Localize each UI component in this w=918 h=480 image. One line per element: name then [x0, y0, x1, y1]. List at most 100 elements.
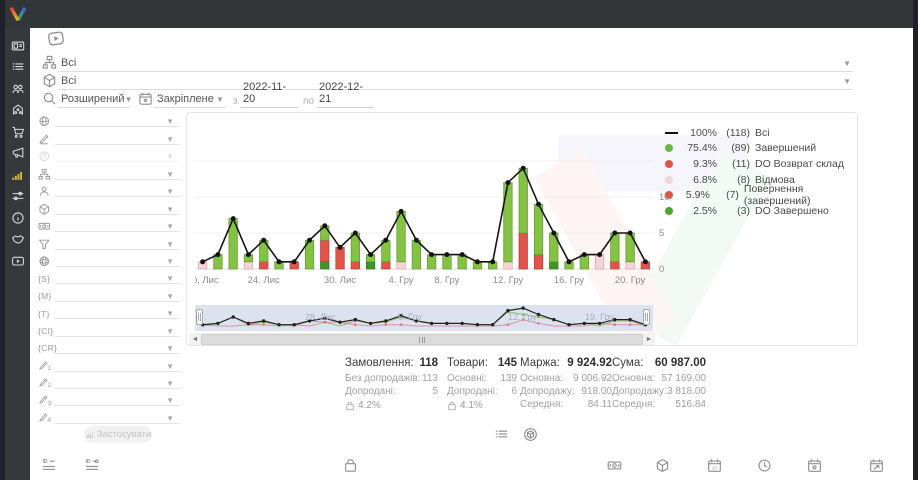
stat-column: Сума: 60 987.00 Основна: 57 169.00 Допродажу…: [612, 357, 706, 412]
bar-segment-red: [335, 247, 345, 270]
column-header-date-created[interactable]: 17: [707, 458, 723, 474]
column-header-bag[interactable]: [343, 458, 359, 474]
x-tick-label: 20. Гру: [615, 275, 646, 286]
utm-medium-icon: {M}: [38, 291, 52, 302]
total-point: [398, 208, 404, 214]
utm-term-select[interactable]: ▼: [55, 309, 180, 320]
bag-icon: [346, 401, 354, 410]
legend-item[interactable]: 100% (118) Всі: [665, 125, 855, 141]
sidebar-item-settings[interactable]: [7, 186, 29, 208]
legend-item[interactable]: 5.9% (7) Повернення (завершений): [665, 183, 855, 207]
custom-field-2-select[interactable]: ▼: [55, 379, 180, 389]
column-header-external-id[interactable]: ID: [85, 458, 101, 474]
clock-icon: [758, 459, 771, 472]
scroll-right-arrow[interactable]: ►: [645, 336, 653, 343]
navigator-date-label: 5. Гру: [398, 312, 422, 322]
filter-row-website: ▼: [38, 253, 180, 270]
stat-sub-value: 6: [511, 386, 517, 397]
date-to-input[interactable]: 2022-12-21: [317, 81, 374, 108]
status-filter-select[interactable]: Всі ▼: [58, 56, 853, 72]
window-scrollbar-edge[interactable]: [913, 0, 918, 480]
scrollbar-thumb[interactable]: [201, 334, 643, 345]
legend-item[interactable]: 75.4% (89) Завершений: [665, 141, 855, 157]
pencil-icon: [39, 413, 48, 422]
column-header-payment[interactable]: [607, 458, 623, 474]
status-filter-value: Всі: [61, 57, 77, 69]
sidebar-item-dashboard[interactable]: [7, 35, 29, 57]
chevron-down-icon: ▼: [166, 256, 174, 266]
utm-campaign-id-icon: {CI}: [38, 325, 54, 336]
custom-field-3-select[interactable]: ▼: [55, 396, 180, 407]
chart-range-navigator[interactable]: 28. Лис 5. Гру 12. Гру 19. Гру: [195, 305, 653, 331]
column-header-date-export[interactable]: [869, 458, 885, 474]
legend-item[interactable]: 2.5% (3) DO Завершено: [665, 203, 855, 219]
column-header-order-id[interactable]: ID: [42, 458, 58, 474]
total-point: [322, 223, 328, 229]
payment-select[interactable]: ▼: [55, 222, 180, 233]
custom-field-4-select[interactable]: ▼: [55, 414, 180, 424]
list-view-toggle[interactable]: [494, 427, 510, 443]
help-select[interactable]: ▼: [55, 152, 180, 163]
utm-campaign-id-select[interactable]: ▼: [55, 327, 180, 337]
product-view-toggle[interactable]: [523, 427, 539, 443]
utm-source-select[interactable]: ▼: [55, 274, 180, 285]
demo-video-button[interactable]: [45, 29, 67, 49]
x-tick-label: 12. Гру: [493, 275, 524, 286]
stat-sub-label: Середня:: [612, 399, 656, 410]
orders-stacked-bar-chart[interactable]: 20. Лис 24. Лис 30. Лис 4. Гру 8. Гру 12. Гру…: [195, 119, 653, 291]
sidebar-item-statistics[interactable]: [7, 164, 29, 186]
region-select[interactable]: ▼: [55, 117, 180, 128]
sidebar-item-company[interactable]: [7, 100, 29, 122]
chevron-down-icon: ▼: [166, 379, 174, 388]
chevron-down-icon: ▼: [166, 291, 174, 301]
total-point: [520, 165, 526, 171]
filter-row-structure: ▼: [38, 165, 180, 182]
product-filter-select[interactable]: Всі ▼: [58, 74, 853, 90]
date-from-input[interactable]: 2022-11-20: [241, 81, 298, 108]
chevron-down-icon: ▼: [166, 239, 174, 249]
manager-select[interactable]: ▼: [55, 187, 180, 198]
utm-creative-select[interactable]: ▼: [55, 344, 180, 355]
filter-row-custom-field-2: 2 ▼: [38, 375, 180, 392]
cart-icon: [12, 126, 24, 138]
stat-title: Товари:: [447, 357, 488, 369]
list-icon: [495, 430, 508, 438]
apply-filters-button[interactable]: Застосувати: [84, 426, 152, 443]
filter-panel: ▼ ▼ ▼ ▼ ▼ ▼ ▼ ▼ ▼ {S} ▼ {M} ▼ {T} ▼ {CI} ▼ {CR} ▼ 1 ▼ 2 ▼ 3 ▼ 4 ▼: [38, 113, 180, 427]
signature-select[interactable]: ▼: [55, 135, 180, 145]
total-point: [505, 180, 511, 186]
app-logo[interactable]: [7, 3, 29, 25]
sidebar-item-partners[interactable]: [7, 229, 29, 251]
search-mode-select[interactable]: Розширений ▼: [58, 92, 132, 108]
range-handle-right[interactable]: [643, 309, 650, 325]
legend-item[interactable]: 6.8% (8) Відмова: [665, 172, 855, 188]
chart-horizontal-scrollbar[interactable]: ◄ ►: [189, 333, 655, 345]
website-select[interactable]: ▼: [55, 257, 180, 267]
sidebar-item-purchases[interactable]: [7, 121, 29, 143]
total-point: [307, 237, 312, 243]
upsell-badge: 4.2%: [345, 399, 438, 412]
range-handle-left[interactable]: [196, 309, 203, 325]
sidebar-item-info[interactable]: [7, 207, 29, 229]
column-header-time[interactable]: [757, 458, 773, 474]
structure-select[interactable]: ▼: [55, 170, 180, 180]
stat-sub-label: Основна:: [520, 373, 564, 384]
y-tick-label: 10: [659, 192, 670, 203]
cal-pin-icon: [808, 459, 821, 472]
legend-item[interactable]: 9.3% (11) DO Возврат склад: [665, 156, 855, 172]
sidebar-item-marketing[interactable]: [7, 143, 29, 165]
sidebar-item-clients[interactable]: [7, 78, 29, 100]
period-mode-select[interactable]: Закріплене ▼: [154, 92, 226, 108]
product-select[interactable]: ▼: [55, 205, 180, 215]
custom-field-1-select[interactable]: ▼: [55, 362, 180, 372]
column-header-date-fixed[interactable]: [807, 458, 823, 474]
sidebar-item-tutorials[interactable]: [7, 250, 29, 272]
chart-bars-icon: [85, 432, 93, 438]
cal-arrow-icon: [870, 459, 883, 472]
filter-row-payment: ▼: [38, 218, 180, 235]
utm-medium-select[interactable]: ▼: [55, 292, 180, 302]
column-header-product[interactable]: [655, 458, 671, 474]
scroll-left-arrow[interactable]: ◄: [191, 336, 199, 343]
funnel-select[interactable]: ▼: [55, 240, 180, 250]
sidebar-item-orders[interactable]: [7, 57, 29, 79]
